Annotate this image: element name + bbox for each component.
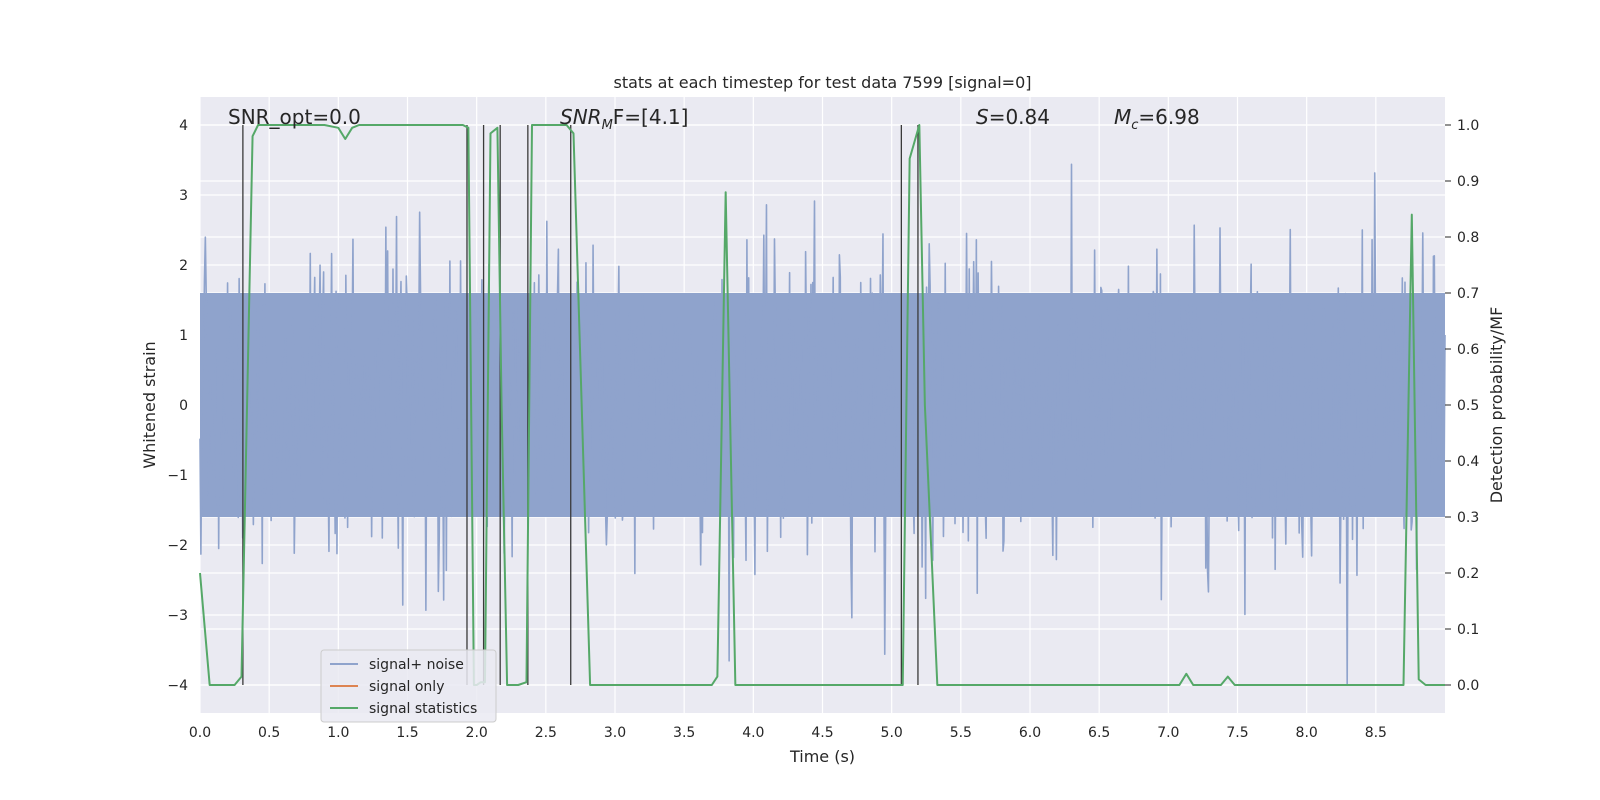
x-tick-label: 1.0: [327, 725, 349, 741]
annotation-s: S=0.84: [976, 105, 1050, 129]
x-tick-label: 0.0: [189, 725, 211, 741]
x-tick-label: 6.0: [1019, 725, 1041, 741]
x-axis-label: Time (s): [789, 747, 855, 766]
y-left-tick-label: 3: [179, 188, 188, 204]
y-right-tick-label: 0.5: [1457, 398, 1479, 414]
annotation-snr-opt: SNR_opt=0.0: [228, 105, 361, 129]
annotation-mc-symbol: M: [1114, 105, 1131, 129]
noise-line: [199, 163, 1446, 686]
y-left-tick-label: −2: [167, 538, 188, 554]
series-signal-noise: [199, 163, 1446, 686]
x-tick-label: 3.5: [673, 725, 695, 741]
annotation-snr-mf-symbol: SNR: [560, 105, 602, 129]
legend-entry: signal only: [369, 679, 444, 695]
y-right-tick-label: 0.2: [1457, 566, 1479, 582]
annotation-mc-sub: c: [1131, 118, 1138, 133]
y-right-tick-label: 0.3: [1457, 510, 1479, 526]
axis-ticks: 0.0 0.5 1.0 1.5 2.0 2.5 3.0 3.5 4.0 4.5 5.0 5.5 6.0 6…: [167, 118, 1479, 741]
x-tick-label: 2.5: [535, 725, 557, 741]
y-left-tick-label: 1: [179, 328, 188, 344]
y-left-tick-label: 4: [179, 118, 188, 134]
annotation-snr-mf-sub: M: [602, 118, 613, 133]
x-tick-label: 7.5: [1226, 725, 1248, 741]
y-axis-left-label: Whitened strain: [140, 341, 159, 468]
annotation-snr-mf: SNRMF=[4.1]: [560, 105, 688, 133]
series-signal-statistics: [199, 124, 1445, 686]
x-tick-label: 3.0: [604, 725, 626, 741]
signal-statistics-line: [199, 124, 1445, 686]
y-right-tick-label: 1.0: [1457, 118, 1479, 134]
y-right-tick-label: 0.4: [1457, 454, 1479, 470]
chart-title: stats at each timestep for test data 759…: [613, 73, 1031, 92]
annotation-mc-value: =6.98: [1138, 105, 1199, 129]
annotation-s-value: =0.84: [989, 105, 1050, 129]
x-tick-label: 5.5: [950, 725, 972, 741]
y-left-tick-label: −1: [167, 468, 188, 484]
y-axis-right-label: Detection probability/MF: [1487, 307, 1506, 504]
annotation-snr-mf-value: F=[4.1]: [613, 105, 689, 129]
x-tick-label: 0.5: [258, 725, 280, 741]
y-left-tick-label: 0: [179, 398, 188, 414]
y-right-tick-label: 0.6: [1457, 342, 1479, 358]
x-tick-label: 5.0: [881, 725, 903, 741]
annotation-s-symbol: S: [976, 105, 989, 129]
y-left-tick-label: −3: [167, 608, 188, 624]
y-right-tick-label: 0.7: [1457, 286, 1479, 302]
legend-entry: signal+ noise: [369, 657, 464, 673]
legend-entry: signal statistics: [369, 701, 477, 717]
legend-box: [320, 649, 497, 723]
x-tick-label: 6.5: [1088, 725, 1110, 741]
x-tick-label: 8.0: [1296, 725, 1318, 741]
y-left-tick-label: 2: [179, 258, 188, 274]
x-tick-label: 8.5: [1365, 725, 1387, 741]
y-right-tick-label: 0.9: [1457, 174, 1479, 190]
x-tick-label: 4.5: [811, 725, 833, 741]
x-tick-label: 1.5: [396, 725, 418, 741]
y-right-tick-label: 0.8: [1457, 230, 1479, 246]
y-left-tick-label: −4: [167, 678, 188, 694]
x-tick-label: 7.0: [1157, 725, 1179, 741]
vertical-markers: [242, 125, 919, 685]
x-tick-label: 2.0: [466, 725, 488, 741]
y-right-tick-label: 0.0: [1457, 678, 1479, 694]
legend: signal+ noise signal only signal statistic…: [320, 649, 497, 723]
y-right-tick-label: 0.1: [1457, 622, 1479, 638]
x-tick-label: 4.0: [742, 725, 764, 741]
annotation-mc: Mc=6.98: [1114, 105, 1200, 133]
